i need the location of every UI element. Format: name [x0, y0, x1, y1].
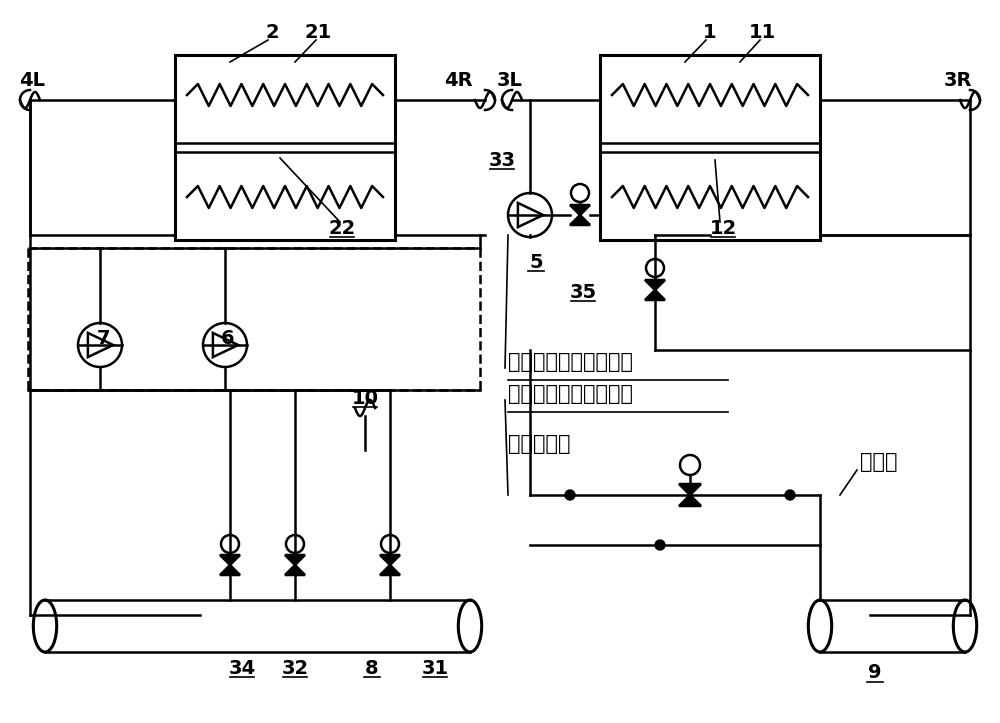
- Polygon shape: [570, 205, 590, 215]
- Bar: [600, 55, 820, 240]
- Text: 3L: 3L: [497, 71, 523, 90]
- Circle shape: [655, 540, 665, 550]
- Polygon shape: [645, 290, 665, 300]
- Text: 4L: 4L: [19, 71, 45, 90]
- Text: 34: 34: [228, 659, 256, 677]
- Text: 2: 2: [265, 22, 279, 41]
- Text: 12: 12: [709, 218, 737, 237]
- Polygon shape: [679, 484, 701, 495]
- Text: 9: 9: [868, 664, 882, 683]
- Text: 7: 7: [96, 328, 110, 348]
- Circle shape: [565, 490, 575, 500]
- Polygon shape: [679, 495, 701, 506]
- Text: 33: 33: [488, 150, 516, 169]
- Text: 4R: 4R: [444, 71, 472, 90]
- Text: 11: 11: [748, 22, 776, 41]
- Text: 接空调末端冷水回水管: 接空调末端冷水回水管: [508, 352, 633, 372]
- Text: 1: 1: [703, 22, 717, 41]
- Text: 8: 8: [365, 659, 379, 677]
- Polygon shape: [220, 555, 240, 565]
- Text: 31: 31: [421, 659, 449, 677]
- Text: 压差旁通阀: 压差旁通阀: [508, 434, 570, 454]
- Text: 10: 10: [352, 388, 378, 408]
- Circle shape: [785, 490, 795, 500]
- Text: 3R: 3R: [944, 71, 972, 90]
- Polygon shape: [285, 565, 305, 575]
- Polygon shape: [570, 215, 590, 225]
- Text: 22: 22: [328, 218, 356, 237]
- Bar: [175, 55, 395, 240]
- Text: 5: 5: [529, 252, 543, 272]
- Polygon shape: [645, 280, 665, 290]
- Text: 6: 6: [221, 328, 235, 348]
- Text: 32: 32: [281, 659, 309, 677]
- Polygon shape: [220, 565, 240, 575]
- Text: 旁通管: 旁通管: [860, 452, 898, 472]
- Polygon shape: [285, 555, 305, 565]
- Text: 35: 35: [569, 283, 597, 301]
- Text: 接空调末端冷水供水管: 接空调末端冷水供水管: [508, 384, 633, 404]
- Polygon shape: [380, 565, 400, 575]
- Polygon shape: [380, 555, 400, 565]
- Text: 21: 21: [304, 22, 332, 41]
